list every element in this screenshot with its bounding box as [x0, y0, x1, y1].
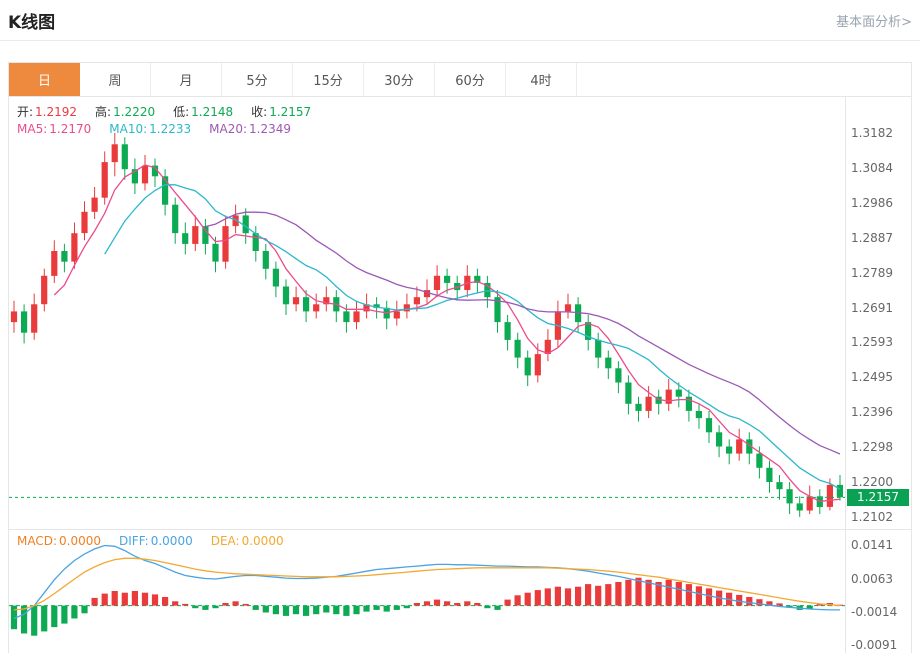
- price-axis: 1.2157 1.3182 1.3084 1.2986 1.2887 1.2789 1.2…: [845, 97, 911, 529]
- tab-4hour[interactable]: 4时: [506, 63, 577, 96]
- axis-tick: 0.0063: [851, 571, 893, 586]
- axis-tick: 1.2691: [851, 300, 893, 315]
- axis-tick: 1.2986: [851, 195, 893, 210]
- legend-dea: DEA: 0.0000: [210, 534, 284, 548]
- axis-tick: 1.2887: [851, 230, 893, 245]
- legend-low: 低: 1.2148: [173, 105, 234, 119]
- axis-tick: 1.2495: [851, 370, 893, 385]
- macd-canvas[interactable]: [9, 530, 845, 653]
- legend-high: 高: 1.2220: [95, 105, 156, 119]
- fundamental-analysis-link[interactable]: 基本面分析>: [836, 15, 912, 30]
- macd-legend: MACD: 0.0000 DIFF: 0.0000 DEA: 0.0000: [17, 534, 286, 548]
- axis-tick: 1.3084: [851, 160, 893, 175]
- axis-tick: 0.0141: [851, 538, 893, 552]
- macd-chart: MACD: 0.0000 DIFF: 0.0000 DEA: 0.0000 0.0141 0…: [9, 529, 911, 653]
- tab-month[interactable]: 月: [151, 63, 222, 96]
- kline-widget: 日周月 5分 15分 30分 60分 4时 开: 1.2192 高: 1.2220 低: 1.214…: [8, 62, 912, 653]
- tab-week[interactable]: 周: [80, 63, 151, 96]
- axis-tick: -0.0091: [851, 637, 898, 652]
- page-title: K线图: [8, 13, 56, 33]
- macd-axis: 0.0141 0.0063 -0.0014 -0.0091: [845, 530, 911, 653]
- axis-tick: 1.2298: [851, 440, 893, 455]
- header: K线图 基本面分析>: [0, 0, 920, 40]
- axis-tick: 1.3182: [851, 125, 893, 140]
- legend-close: 收: 1.2157: [251, 105, 312, 119]
- macd-plot[interactable]: MACD: 0.0000 DIFF: 0.0000 DEA: 0.0000: [9, 530, 845, 653]
- legend-macd: MACD: 0.0000: [17, 534, 102, 548]
- current-price-badge: 1.2157: [847, 489, 909, 506]
- main-chart: 开: 1.2192 高: 1.2220 低: 1.2148 收: 1.2157 MA5: 1.2…: [9, 97, 911, 529]
- axis-tick: 1.2200: [851, 475, 893, 490]
- tab-15min[interactable]: 15分: [293, 63, 364, 96]
- axis-tick: 1.2593: [851, 335, 893, 350]
- axis-tick: 1.2102: [851, 509, 893, 524]
- legend-ma20: MA20: 1.2349: [209, 122, 291, 136]
- legend-ma10: MA10: 1.2233: [109, 122, 192, 136]
- tab-bar: 日周月 5分 15分 30分 60分 4时: [9, 63, 911, 97]
- legend-diff: DIFF: 0.0000: [119, 534, 193, 548]
- legend-open: 开: 1.2192: [17, 105, 78, 119]
- kline-canvas[interactable]: [9, 97, 845, 529]
- main-plot[interactable]: 开: 1.2192 高: 1.2220 低: 1.2148 收: 1.2157 MA5: 1.2…: [9, 97, 845, 529]
- axis-tick: 1.2396: [851, 405, 893, 420]
- tab-5min[interactable]: 5分: [222, 63, 293, 96]
- axis-tick: -0.0014: [851, 604, 898, 619]
- legend-ma5: MA5: 1.2170: [17, 122, 92, 136]
- ohlc-legend: 开: 1.2192 高: 1.2220 低: 1.2148 收: 1.2157: [17, 103, 313, 120]
- tab-day[interactable]: 日: [9, 63, 80, 96]
- header-divider: [0, 40, 920, 41]
- tab-30min[interactable]: 30分: [364, 63, 435, 96]
- ma-legend: MA5: 1.2170 MA10: 1.2233 MA20: 1.2349: [17, 122, 293, 136]
- axis-tick: 1.2789: [851, 265, 893, 280]
- tab-60min[interactable]: 60分: [435, 63, 506, 96]
